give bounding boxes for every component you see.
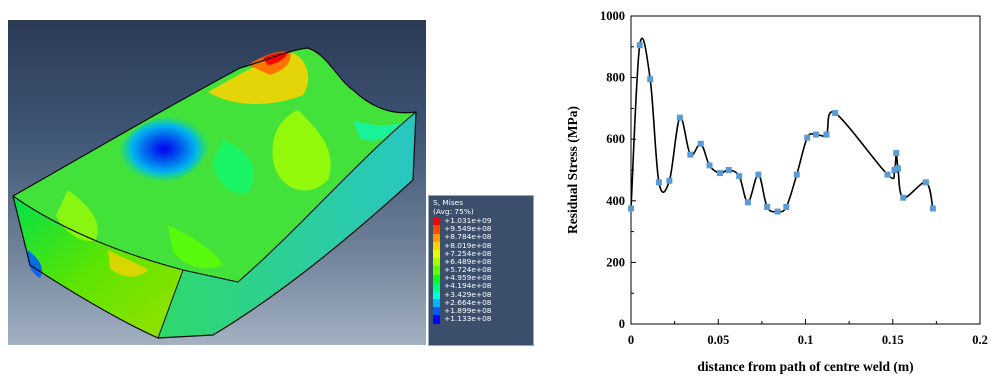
stress-contour-model [12, 47, 417, 339]
legend-value-label: +3.429e+08 [444, 289, 492, 299]
legend-swatch [433, 225, 440, 234]
legend-swatch [433, 307, 440, 316]
data-point [774, 208, 781, 215]
y-tick-label: 200 [606, 255, 625, 269]
legend-swatch [433, 217, 440, 226]
legend-entry: +9.549e+08 [433, 224, 529, 234]
legend-entry: +8.019e+08 [433, 240, 529, 250]
x-tick-label: 0.1 [798, 333, 814, 347]
data-point [666, 177, 673, 184]
data-point [891, 167, 898, 173]
data-point [764, 203, 771, 210]
data-point [812, 131, 819, 138]
legend-swatch [433, 274, 440, 283]
legend-entries: +1.031e+09 +9.549e+08 +8.784e+08 +8.019e+08… [433, 215, 529, 324]
legend-swatch [433, 249, 440, 259]
y-tick-label: 600 [606, 132, 625, 146]
legend-swatch [433, 299, 440, 308]
y-axis-label: Residual Stress (MPa) [565, 106, 580, 234]
y-tick-label: 1000 [600, 9, 625, 23]
legend-value-label: +8.784e+08 [444, 232, 492, 242]
data-point [755, 171, 762, 178]
data-point [783, 203, 790, 210]
legend-entry: +4.194e+08 [433, 281, 529, 291]
data-point [823, 131, 830, 138]
data-point [628, 205, 634, 212]
data-point [697, 140, 704, 147]
data-point [884, 171, 891, 178]
data-point [832, 110, 839, 117]
legend-value-label: +6.489e+08 [444, 256, 492, 266]
x-tick-label: 0 [628, 333, 634, 347]
legend-title-averaging: (Avg: 75%) [433, 206, 474, 216]
contour-legend: S, Mises (Avg: 75%) +1.031e+09 +9.549e+08… [428, 195, 534, 346]
legend-value-label: +4.959e+08 [444, 273, 492, 283]
x-tick-label: 0.15 [882, 333, 904, 347]
legend-value-label: +1.133e+08 [444, 314, 492, 324]
data-point [725, 167, 732, 173]
data-point [793, 171, 800, 178]
legend-value-label: +9.549e+08 [444, 224, 492, 234]
fe-model-viewport [8, 20, 426, 345]
legend-entry: +1.031e+09 [433, 215, 529, 226]
legend-entry: +3.429e+08 [433, 289, 529, 300]
y-tick-label: 800 [606, 71, 625, 85]
data-point [922, 179, 929, 186]
legend-entry: +6.489e+08 [433, 256, 529, 267]
legend-value-label: +1.031e+09 [444, 215, 492, 225]
legend-entry: +8.784e+08 [433, 232, 529, 242]
residual-stress-chart: 0 200 400 600 800 1000 0 0.05 0.1 0.15 0.2 distance… [565, 9, 988, 374]
plot-frame [630, 15, 981, 325]
legend-entry: +4.959e+08 [433, 273, 529, 283]
legend-swatch [433, 241, 440, 250]
legend-swatch [433, 258, 440, 267]
data-point [687, 151, 694, 158]
data-point [636, 42, 643, 49]
legend-entry: +2.664e+08 [433, 297, 529, 308]
x-tick-label: 0.05 [707, 333, 729, 347]
fe-contour-panel: S, Mises (Avg: 75%) +1.031e+09 +9.549e+08… [8, 20, 534, 346]
data-point [676, 114, 683, 121]
x-axis-label: distance from path of centre weld (m) [697, 359, 913, 374]
data-point [706, 162, 713, 169]
y-tick-label: 0 [619, 317, 625, 331]
data-point [929, 205, 936, 212]
legend-value-label: +5.724e+08 [444, 265, 492, 275]
data-point [647, 76, 654, 83]
legend-value-label: +1.899e+08 [444, 306, 492, 316]
data-point [804, 134, 811, 141]
legend-entry: +5.724e+08 [433, 265, 529, 275]
legend-swatch [433, 290, 440, 300]
data-point [744, 199, 751, 206]
legend-title-variable: S, Mises [433, 198, 464, 207]
data-point [655, 179, 662, 186]
data-point [893, 150, 900, 157]
legend-value-label: +2.664e+08 [444, 297, 492, 307]
legend-value-label: +8.019e+08 [444, 240, 492, 250]
legend-value-label: +4.194e+08 [444, 281, 492, 291]
legend-entry: +1.899e+08 [433, 306, 529, 316]
legend-swatch [433, 266, 440, 275]
x-tick-label: 0.2 [972, 333, 988, 347]
legend-entry: +1.133e+08 [433, 314, 529, 324]
data-point [716, 170, 723, 177]
legend-entry: +7.254e+08 [433, 248, 529, 259]
legend-swatch [433, 315, 440, 324]
legend-value-label: +7.254e+08 [444, 248, 492, 258]
legend-swatch [433, 233, 440, 242]
y-tick-label: 400 [606, 194, 625, 208]
data-point [736, 173, 743, 180]
data-point [900, 194, 907, 201]
legend-swatch [433, 282, 440, 291]
data-point [894, 165, 901, 172]
stress-series-line [630, 37, 934, 213]
